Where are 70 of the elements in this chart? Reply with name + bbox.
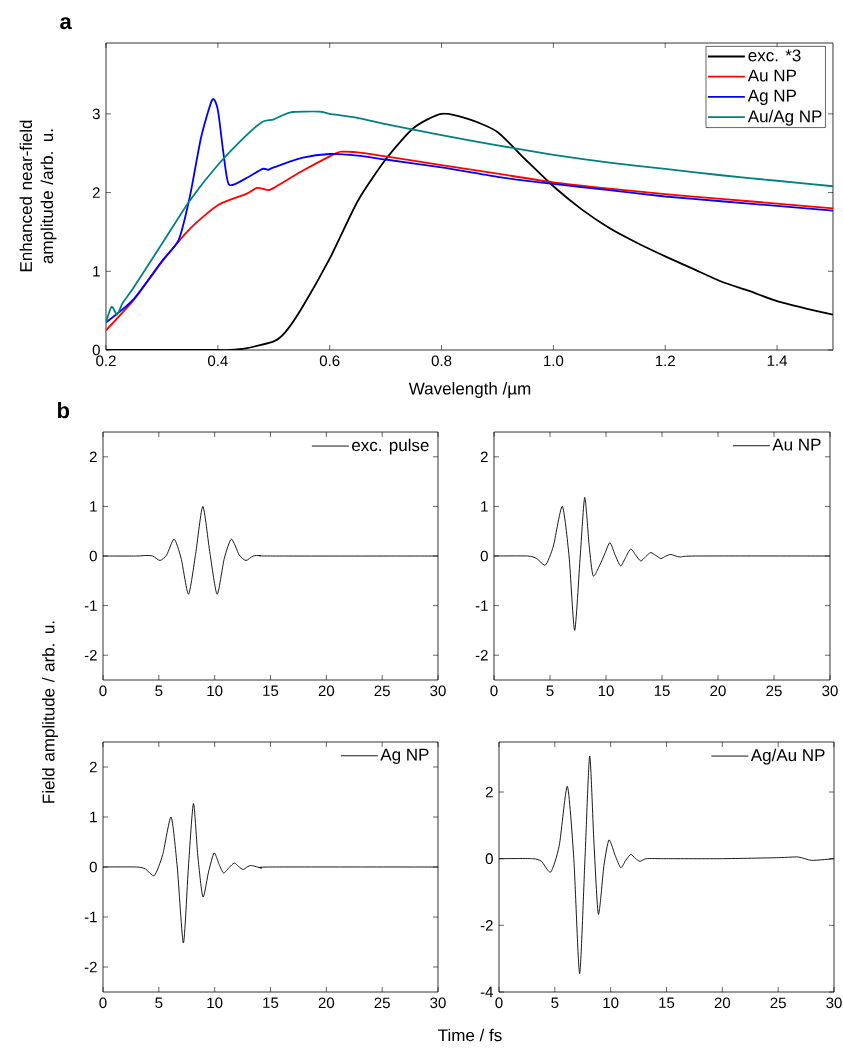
x-tick-label: 20 xyxy=(318,997,335,1009)
legend-label: Au NP xyxy=(772,438,821,451)
y-tick-label: -1 xyxy=(475,600,488,611)
x-tick-label: 15 xyxy=(263,685,279,696)
y-tick-label: 1 xyxy=(90,811,97,823)
legend-label: exc. pulse xyxy=(352,438,429,455)
x-tick-label: 20 xyxy=(318,685,335,697)
legend-label: Au/Ag NP xyxy=(747,109,822,126)
y-tick-label: 0 xyxy=(480,550,488,562)
x-tick-label: 20 xyxy=(710,685,726,697)
y-tick-label: -1 xyxy=(84,911,97,923)
y-tick-label: 0 xyxy=(89,550,97,562)
y-tick-label: 1 xyxy=(90,501,97,512)
x-axis-title: Wavelength /µm xyxy=(408,382,531,398)
x-tick-label: 25 xyxy=(766,685,782,697)
y-tick-label: 1 xyxy=(481,501,488,512)
x-tick-label: 5 xyxy=(155,997,163,1008)
x-axis-title: Time / fs xyxy=(438,1028,502,1042)
y-tick-label: -2 xyxy=(475,649,488,661)
y-tick-label: -2 xyxy=(480,920,493,931)
x-tick-label: 0 xyxy=(495,997,503,1009)
legend-label: exc. *3 xyxy=(748,49,801,62)
x-tick-label: 30 xyxy=(430,997,446,1009)
x-tick-label: 5 xyxy=(546,685,554,696)
x-tick-label: 0.4 xyxy=(208,355,228,367)
legend-label: Ag NP xyxy=(747,89,796,105)
legend-label: Ag NP xyxy=(380,748,429,764)
x-tick-label: 10 xyxy=(603,997,619,1009)
x-tick-label: 30 xyxy=(430,685,446,697)
chart-title: b xyxy=(57,402,70,419)
x-tick-label: 10 xyxy=(598,685,614,697)
x-tick-label: 20 xyxy=(714,997,731,1009)
x-tick-label: 10 xyxy=(207,997,223,1009)
y-tick-label: -2 xyxy=(84,649,97,661)
x-tick-label: 30 xyxy=(822,685,838,697)
x-tick-label: 25 xyxy=(374,685,390,697)
y-tick-label: -4 xyxy=(480,986,494,998)
x-tick-label: 5 xyxy=(155,685,163,696)
line-series xyxy=(106,150,833,332)
y-tick-label: -1 xyxy=(84,600,97,611)
x-tick-label: 25 xyxy=(374,997,390,1009)
y-tick-label: -2 xyxy=(84,961,97,973)
x-tick-label: 30 xyxy=(826,997,842,1009)
y-tick-label: 1 xyxy=(93,266,100,277)
y-axis-title: Field amplitude / arb. u. xyxy=(42,621,58,803)
y-tick-label: 0 xyxy=(485,853,493,864)
x-tick-label: 10 xyxy=(207,685,223,697)
x-tick-label: 15 xyxy=(659,997,675,1008)
y-tick-label: 2 xyxy=(89,761,97,773)
x-tick-label: 5 xyxy=(551,997,559,1008)
x-tick-label: 1.2 xyxy=(655,355,675,367)
y-tick-label: 2 xyxy=(485,786,493,798)
y-tick-label: 2 xyxy=(480,451,488,463)
y-tick-label: 0 xyxy=(89,861,97,873)
y-tick-label: 0 xyxy=(92,344,100,356)
x-tick-label: 1.4 xyxy=(767,355,788,366)
x-tick-label: 0.6 xyxy=(319,355,340,367)
legend-label: Ag/Au NP xyxy=(750,748,825,765)
chart-title: a xyxy=(60,17,72,30)
x-tick-label: 1.0 xyxy=(544,355,564,367)
y-tick-label: 2 xyxy=(92,187,100,198)
x-tick-label: 15 xyxy=(654,685,670,696)
y-axis-title: Enhanced near-field amplitude /arb. u. xyxy=(19,120,57,272)
y-tick-label: 3 xyxy=(92,108,100,120)
x-tick-label: 15 xyxy=(263,997,279,1008)
x-tick-label: 0.2 xyxy=(96,355,116,367)
x-tick-label: 25 xyxy=(770,997,786,1009)
y-tick-label: 2 xyxy=(89,451,97,463)
legend-label: Au NP xyxy=(747,69,796,82)
x-tick-label: 0.8 xyxy=(431,355,452,367)
